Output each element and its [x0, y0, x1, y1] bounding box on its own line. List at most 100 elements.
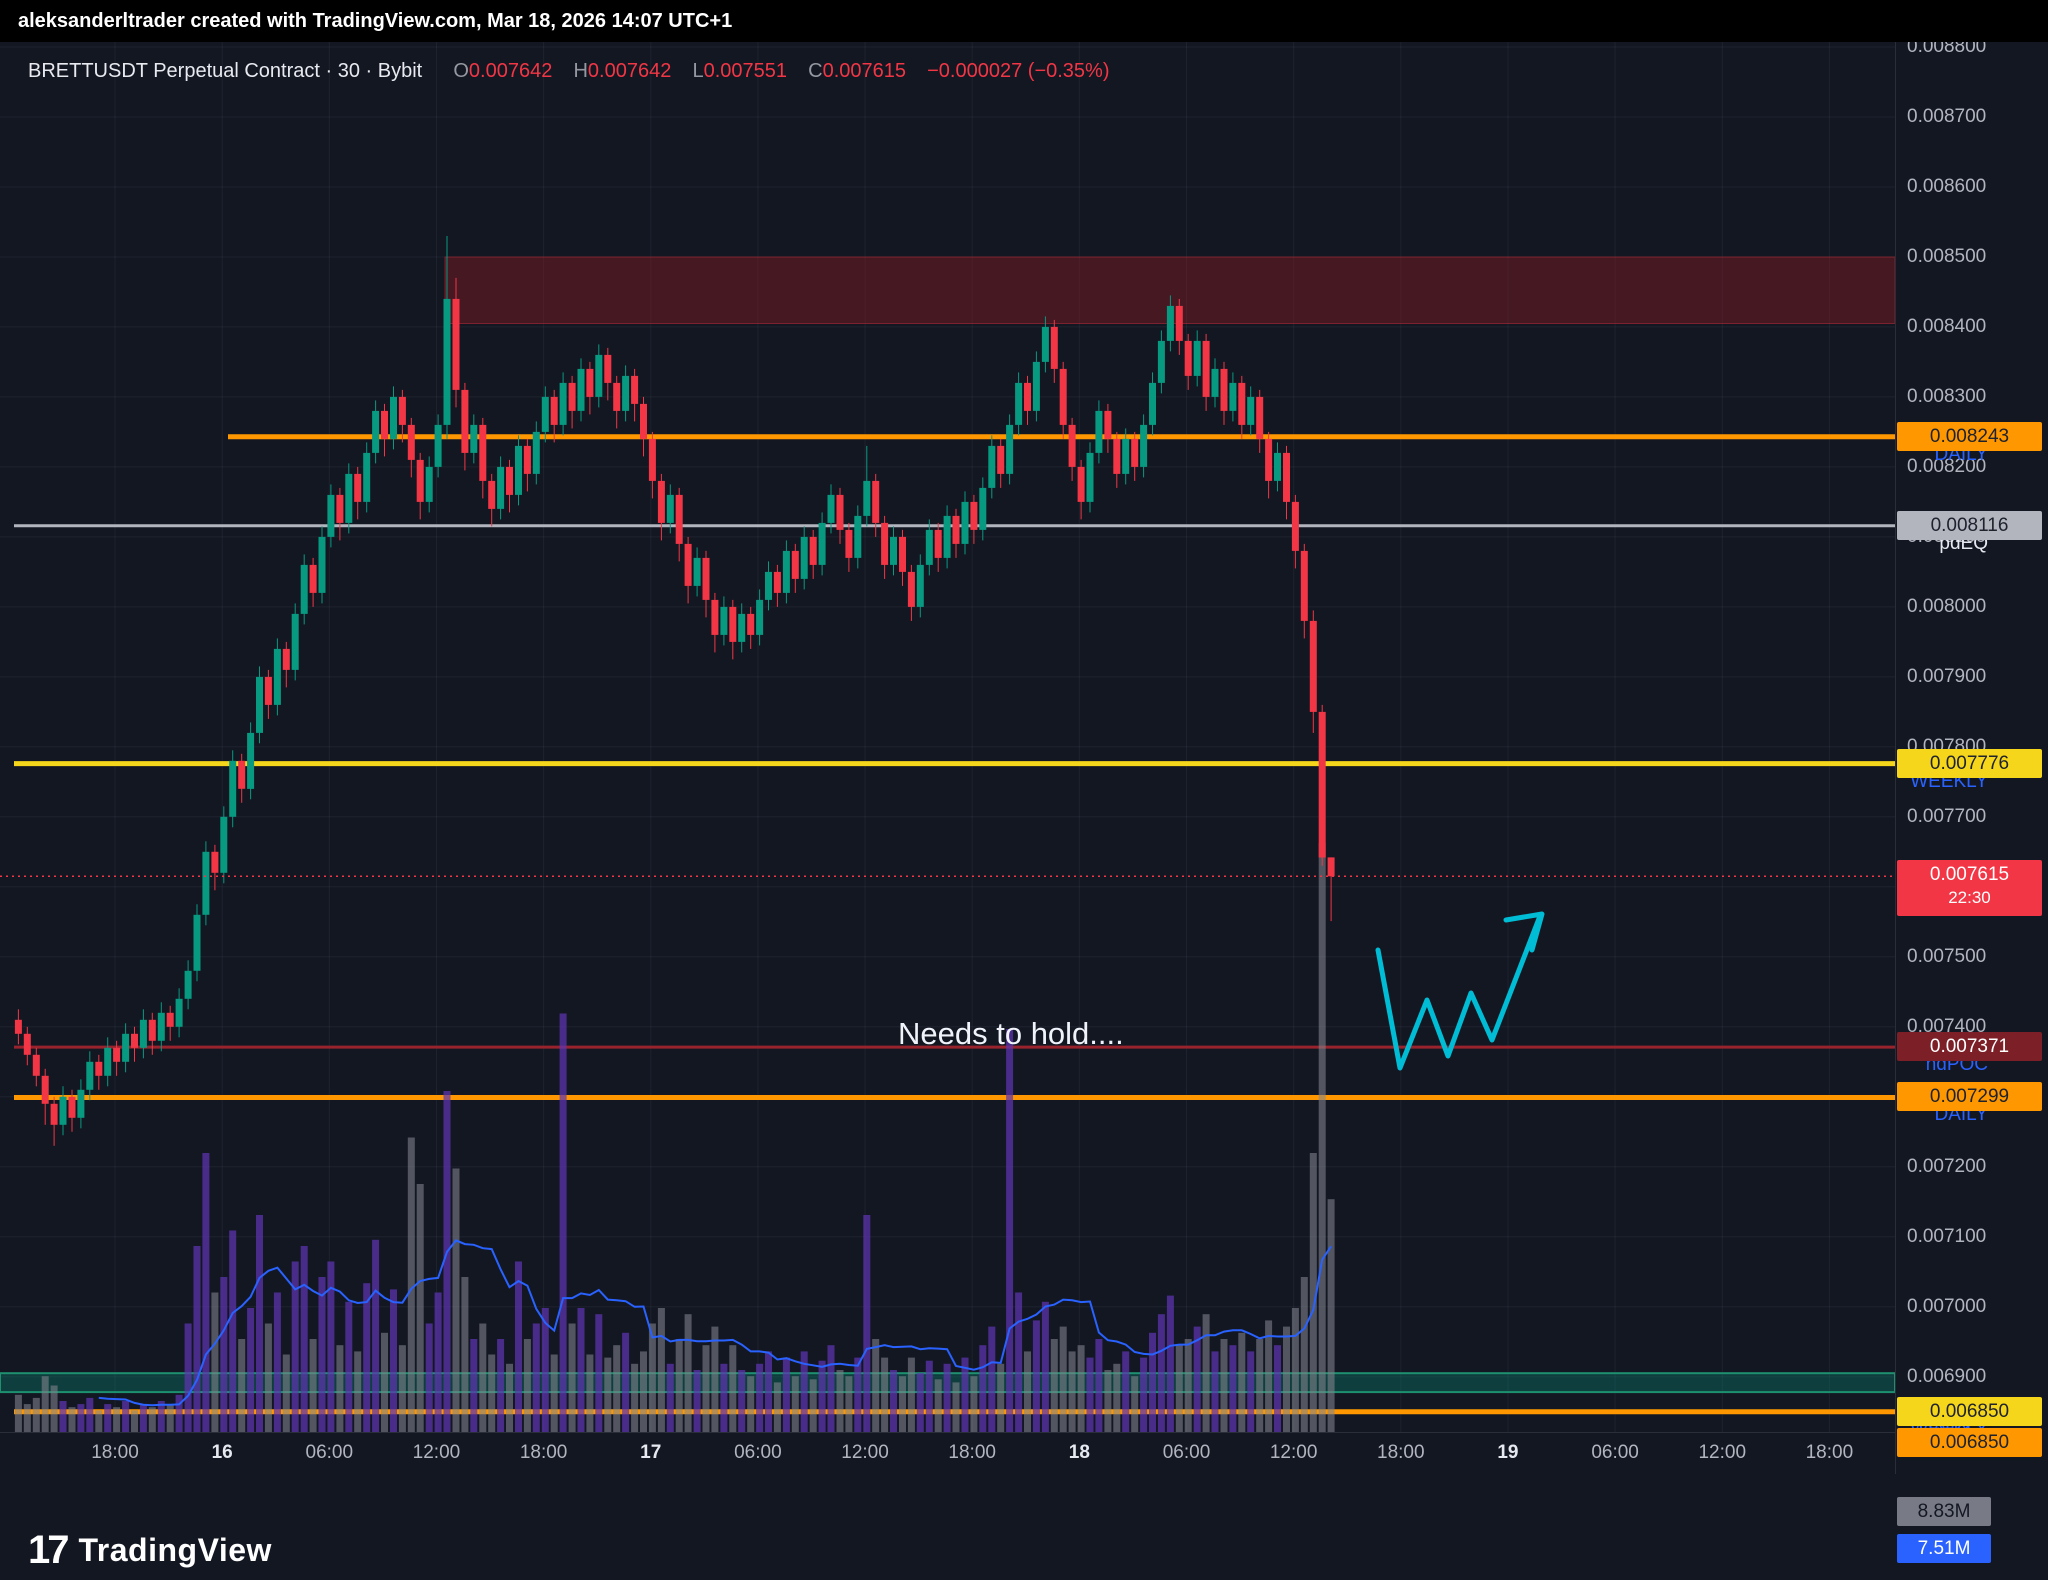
candle-body	[264, 676, 272, 705]
candle-body	[997, 445, 1005, 474]
volume-bar	[863, 1215, 871, 1432]
volume-bar	[291, 1261, 299, 1432]
volume-bar	[1318, 843, 1326, 1432]
volume-bar	[1309, 1153, 1317, 1432]
volume-bar	[1068, 1351, 1076, 1432]
candle-body	[532, 431, 540, 474]
time-tick-label: 06:00	[1162, 1442, 1211, 1463]
current-price-value: 0.007615	[1929, 864, 2010, 886]
volume-bar	[675, 1339, 683, 1432]
volume-bar	[702, 1345, 710, 1432]
time-tick-label: 18:00	[519, 1442, 568, 1463]
volume-bar	[86, 1397, 94, 1432]
time-tick-label: 18:00	[91, 1442, 139, 1463]
volume-bar	[1140, 1357, 1148, 1432]
candle-body	[961, 501, 969, 544]
price-tick-label: 0.007900	[1907, 665, 1987, 687]
volume-ma-line	[98, 1239, 1332, 1407]
candle-body	[247, 732, 255, 789]
tradingview-logo[interactable]: 17 TradingView	[28, 1528, 272, 1573]
candle-body	[282, 648, 290, 670]
candle-body	[32, 1054, 40, 1076]
time-tick-label: 06:00	[1591, 1442, 1639, 1463]
candle-body	[568, 382, 576, 411]
volume-bar	[916, 1373, 924, 1432]
candle-body	[345, 473, 353, 523]
price-axis-tag: 0.006850	[1897, 1427, 2042, 1457]
volume-bar	[523, 1339, 531, 1432]
candle-body	[863, 480, 871, 516]
change-value: −0.000027 (−0.35%)	[927, 60, 1110, 82]
candle-body	[372, 410, 380, 453]
volume-bar	[1104, 1370, 1112, 1432]
volume-bar	[720, 1363, 728, 1432]
candle-body	[925, 529, 933, 565]
volume-bar	[872, 1339, 880, 1432]
volume-bar	[943, 1363, 951, 1432]
volume-bar	[1086, 1357, 1094, 1432]
volume-bar	[756, 1363, 764, 1432]
candle-body	[184, 970, 192, 999]
candle-body	[711, 599, 719, 635]
time-tick-label: 12:00	[412, 1442, 461, 1463]
time-tick-label: 06:00	[305, 1442, 354, 1463]
volume-bar	[461, 1277, 469, 1432]
candle-body	[336, 494, 344, 523]
price-axis-tag: 0.007299	[1897, 1082, 2042, 1112]
candle-body	[952, 515, 960, 544]
candle-body	[506, 466, 513, 495]
volume-bar	[765, 1351, 772, 1432]
price-tick-label: 0.008400	[1907, 315, 1987, 337]
symbol-title[interactable]: BRETTUSDT Perpetual Contract · 30 · Bybi…	[28, 60, 423, 82]
candle-body	[50, 1103, 58, 1125]
volume-bar	[773, 1382, 781, 1432]
trend-zigzag-arrow	[1375, 913, 1543, 1071]
candle-body	[1006, 424, 1014, 474]
candle-body	[791, 550, 799, 579]
candle-body	[443, 298, 451, 425]
candle-body	[68, 1096, 76, 1118]
volume-bar	[1229, 1345, 1237, 1432]
candle-body	[488, 480, 496, 509]
volume-bar	[970, 1376, 978, 1432]
volume-bar	[693, 1370, 701, 1432]
candle-body	[586, 368, 594, 397]
candle-body	[1095, 410, 1103, 453]
volume-bar	[1113, 1363, 1121, 1432]
candle-body	[1122, 438, 1130, 474]
price-axis-tag: 0.006850	[1897, 1396, 2042, 1426]
candle-body	[943, 515, 951, 558]
candle-body	[166, 1012, 174, 1027]
candle-body	[1283, 452, 1290, 502]
volume-bar	[818, 1360, 826, 1432]
volume-bar	[273, 1292, 281, 1432]
volume-bar	[506, 1363, 513, 1432]
candle-body	[1184, 340, 1192, 376]
volume-bar	[443, 1091, 451, 1432]
candle-body	[1059, 368, 1067, 425]
candle-body	[157, 1012, 165, 1041]
volume-bar	[229, 1230, 237, 1432]
candle-body	[1309, 620, 1317, 712]
ohlc-high-value: 0.007642	[587, 60, 672, 82]
candle-body	[1175, 305, 1183, 341]
volume-bar	[604, 1357, 612, 1432]
candle-body	[890, 536, 897, 565]
candle-body	[675, 494, 683, 544]
candle-body	[818, 522, 826, 565]
candle-body	[809, 536, 817, 565]
candle-body	[139, 1019, 147, 1048]
volume-bar	[50, 1385, 58, 1432]
volume-bar	[122, 1401, 130, 1432]
candle-body	[756, 599, 764, 635]
candle-body	[300, 564, 308, 614]
candle-body	[684, 543, 692, 586]
current-price-tag: 0.007615 22:30	[1897, 860, 2042, 917]
time-tick-label: 18	[1068, 1442, 1090, 1463]
volume-bar	[1166, 1295, 1174, 1432]
price-axis-tag: 0.008243	[1897, 421, 2042, 451]
volume-bar	[345, 1301, 353, 1432]
volume-bar	[41, 1376, 49, 1432]
volume-bar	[202, 1153, 210, 1432]
